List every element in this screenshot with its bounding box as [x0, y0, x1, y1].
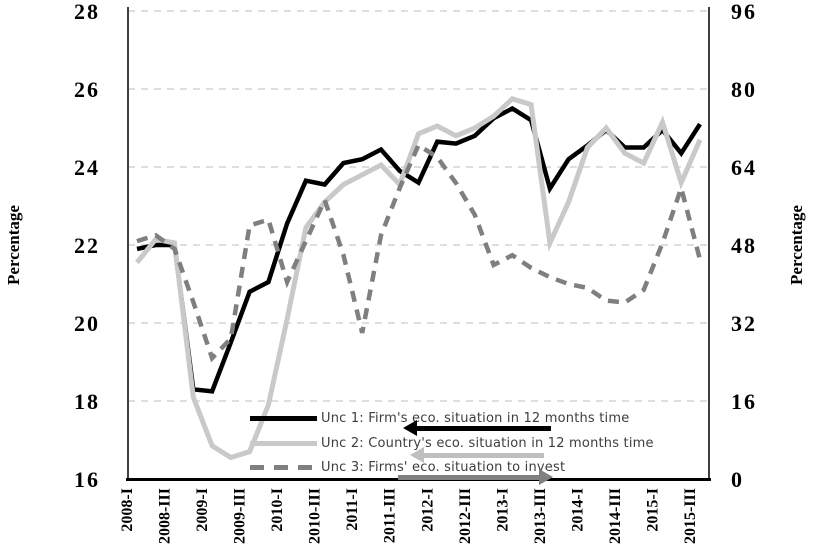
legend-row-3: Unc 3: Firms' eco. situation to invest	[250, 459, 565, 476]
left-axis-tick-label: 22	[74, 233, 100, 258]
right-axis-title: Percentage	[787, 205, 806, 285]
legend-arrow-left-unc1-icon	[403, 420, 551, 436]
x-axis-tick-label: 2011-III	[382, 488, 399, 543]
legend-label-unc2: Unc 2: Country's eco. situation in 12 mo…	[321, 436, 654, 451]
left-axis-tick-label: 26	[74, 77, 100, 102]
x-axis-tick-label: 2011-I	[344, 488, 361, 531]
left-axis-tick-label: 20	[74, 311, 100, 336]
x-axis-tick-label: 2009-I	[194, 488, 211, 532]
legend-label-unc3: Unc 3: Firms' eco. situation to invest	[321, 460, 566, 475]
x-axis-tick-label: 2008-I	[119, 488, 136, 532]
tick-labels-group: 28 26 24 22 20 18 16 96 80 64 48 32 16 0 2008-I 2008-II…	[74, 0, 757, 544]
x-axis-tick-label: 2012-I	[419, 488, 436, 532]
x-axis-tick-label: 2015-III	[682, 488, 699, 544]
series-line-unc2	[135, 95, 703, 461]
series-group	[135, 95, 703, 461]
gridlines-group	[128, 10, 709, 402]
x-axis-tick-label: 2009-III	[232, 488, 249, 544]
legend-row-1: Unc 1: Firm's eco. situation in 12 month…	[250, 410, 629, 427]
legend-line-unc1	[250, 416, 317, 421]
legend-line-unc3	[250, 465, 317, 470]
x-axis-tick-label: 2012-III	[457, 488, 474, 544]
x-axis-tick-label: 2014-III	[607, 488, 624, 544]
right-axis-tick-label: 48	[731, 233, 757, 258]
series-line-unc3	[136, 141, 703, 363]
left-axis-title: Percentage	[4, 205, 23, 285]
legend-arrow-left-unc2-icon	[410, 447, 544, 463]
right-axis-tick-label: 32	[731, 311, 757, 336]
left-axis-tick-label: 16	[74, 467, 100, 492]
legend-label-unc1: Unc 1: Firm's eco. situation in 12 month…	[321, 411, 630, 426]
x-axis-tick-label: 2008-III	[157, 488, 174, 544]
left-axis-tick-label: 18	[74, 389, 100, 414]
right-axis-tick-label: 0	[731, 467, 744, 492]
legend-row-2: Unc 2: Country's eco. situation in 12 mo…	[250, 435, 654, 452]
right-axis-tick-label: 96	[731, 0, 757, 24]
right-axis-tick-label: 64	[731, 155, 757, 180]
legend-arrow-right-unc3-icon	[398, 469, 553, 485]
legend-line-unc2	[250, 441, 317, 446]
x-axis-tick-label: 2013-I	[494, 488, 511, 532]
left-axis-tick-label: 24	[74, 155, 100, 180]
x-axis-tick-label: 2010-III	[307, 488, 324, 544]
left-axis-tick-label: 28	[74, 0, 100, 24]
axes-group	[126, 7, 711, 481]
x-axis-tick-label: 2015-I	[645, 488, 662, 532]
x-axis-tick-label: 2013-III	[532, 488, 549, 544]
x-axis-tick-label: 2010-I	[269, 488, 286, 532]
right-axis-tick-label: 80	[731, 77, 757, 102]
x-axis-tick-label: 2014-I	[569, 488, 586, 532]
right-axis-tick-label: 16	[731, 389, 757, 414]
